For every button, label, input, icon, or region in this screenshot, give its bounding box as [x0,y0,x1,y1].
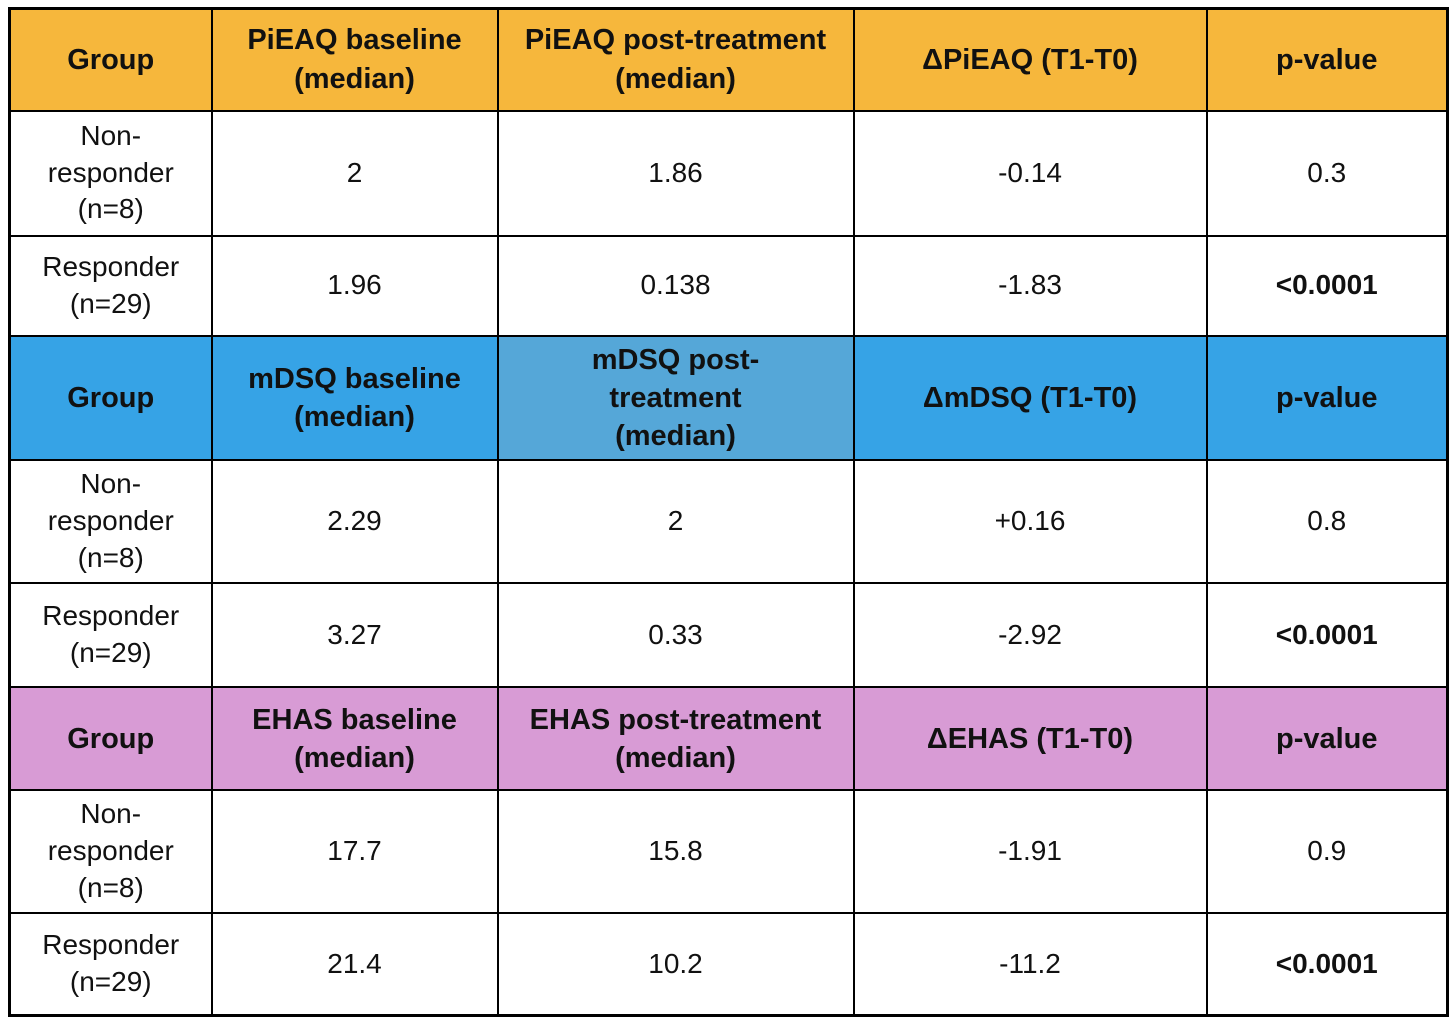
ehas-row-nonresponder: Non- responder (n=8) 17.7 15.8 -1.91 0.9 [8,789,1449,915]
cell-post-treatment: 1.86 [496,109,855,237]
pieaq-header-group: Group [8,7,213,112]
ehas-row-responder: Responder (n=29) 21.4 10.2 -11.2 <0.0001 [8,912,1449,1017]
cell-baseline: 1.96 [210,234,499,337]
mdsq-row-nonresponder: Non- responder (n=8) 2.29 2 +0.16 0.8 [8,459,1449,585]
cell-pvalue: <0.0001 [1205,234,1449,337]
pieaq-row-nonresponder: Non- responder (n=8) 2 1.86 -0.14 0.3 [8,109,1449,237]
pieaq-header-row: Group PiEAQ baseline (median) PiEAQ post… [8,7,1449,112]
cell-post-treatment: 2 [496,459,855,585]
pieaq-header-baseline: PiEAQ baseline (median) [210,7,499,112]
mdsq-header-pvalue: p-value [1205,334,1449,462]
mdsq-header-group: Group [8,334,213,462]
cell-pvalue: 0.3 [1205,109,1449,237]
cell-baseline: 17.7 [210,789,499,915]
cell-delta: -1.83 [852,234,1208,337]
cell-baseline: 2.29 [210,459,499,585]
mdsq-header-post-treatment: mDSQ post- treatment (median) [496,334,855,462]
outcome-measures-table: Group PiEAQ baseline (median) PiEAQ post… [8,7,1449,1017]
cell-group: Responder (n=29) [8,234,213,337]
cell-post-treatment: 10.2 [496,912,855,1017]
cell-pvalue: <0.0001 [1205,582,1449,689]
cell-baseline: 21.4 [210,912,499,1017]
ehas-header-row: Group EHAS baseline (median) EHAS post-t… [8,686,1449,792]
cell-pvalue: <0.0001 [1205,912,1449,1017]
cell-group: Non- responder (n=8) [8,789,213,915]
cell-pvalue: 0.8 [1205,459,1449,585]
cell-post-treatment: 15.8 [496,789,855,915]
ehas-header-group: Group [8,686,213,792]
cell-delta: -2.92 [852,582,1208,689]
pieaq-header-post-treatment: PiEAQ post-treatment (median) [496,7,855,112]
cell-delta: -1.91 [852,789,1208,915]
cell-post-treatment: 0.33 [496,582,855,689]
cell-post-treatment: 0.138 [496,234,855,337]
mdsq-header-baseline: mDSQ baseline (median) [210,334,499,462]
pieaq-header-pvalue: p-value [1205,7,1449,112]
cell-group: Responder (n=29) [8,582,213,689]
ehas-header-delta: ΔEHAS (T1-T0) [852,686,1208,792]
cell-delta: -0.14 [852,109,1208,237]
cell-delta: -11.2 [852,912,1208,1017]
ehas-header-post-treatment: EHAS post-treatment (median) [496,686,855,792]
cell-baseline: 2 [210,109,499,237]
pieaq-header-delta: ΔPiEAQ (T1-T0) [852,7,1208,112]
ehas-header-pvalue: p-value [1205,686,1449,792]
cell-baseline: 3.27 [210,582,499,689]
mdsq-header-delta: ΔmDSQ (T1-T0) [852,334,1208,462]
cell-group: Non- responder (n=8) [8,459,213,585]
cell-group: Non- responder (n=8) [8,109,213,237]
cell-group: Responder (n=29) [8,912,213,1017]
ehas-header-baseline: EHAS baseline (median) [210,686,499,792]
mdsq-header-row: Group mDSQ baseline (median) mDSQ post- … [8,334,1449,462]
cell-pvalue: 0.9 [1205,789,1449,915]
cell-delta: +0.16 [852,459,1208,585]
pieaq-row-responder: Responder (n=29) 1.96 0.138 -1.83 <0.000… [8,234,1449,337]
mdsq-row-responder: Responder (n=29) 3.27 0.33 -2.92 <0.0001 [8,582,1449,689]
